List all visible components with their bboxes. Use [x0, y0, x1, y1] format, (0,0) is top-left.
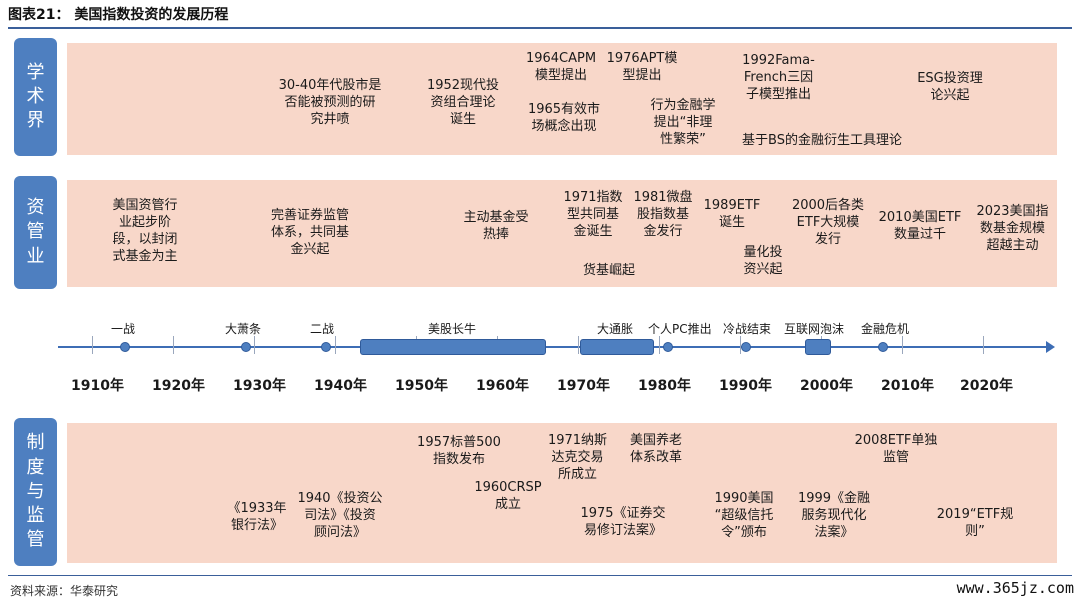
- industry-item: 2000后各类 ETF大规模 发行: [791, 198, 865, 247]
- academic-item: 1952现代投 资组合理论 诞生: [426, 78, 500, 127]
- industry-item: 完善证券监管 体系，共同基 金兴起: [270, 208, 349, 257]
- academic-item: ESG投资理 论兴起: [917, 71, 983, 103]
- industry-item: 量化投 资兴起: [743, 245, 783, 277]
- decade-tick: [578, 336, 579, 354]
- decade-label: 1970年: [557, 378, 610, 394]
- timeline-event-label: 互联网泡沫: [784, 322, 845, 336]
- row-label-industry: 资管业: [14, 176, 57, 289]
- regulation-item: 1940《投资公 司法》《投资 顾问法》: [297, 491, 383, 540]
- event-marker: [878, 342, 888, 352]
- decade-tick: [335, 336, 336, 354]
- academic-item: 30-40年代股市是 否能被预测的研 究井喷: [278, 78, 382, 127]
- industry-item: 美国资管行 业起步阶 段，以封闭 式基金为主: [112, 198, 178, 264]
- timeline-event-label: 个人PC推出: [648, 322, 712, 336]
- industry-item: 1989ETF 诞生: [703, 198, 761, 230]
- regulation-item: 1975《证券交 易修订法案》: [580, 506, 666, 538]
- regulation-item: 美国养老 体系改革: [629, 433, 682, 465]
- timeline-event-label: 大萧条: [225, 322, 262, 336]
- row-label-academic: 学术界: [14, 38, 57, 156]
- regulation-item: 2008ETF单独 监管: [854, 433, 938, 465]
- regulation-item: 2019“ETF规 则”: [936, 507, 1014, 539]
- decade-tick: [659, 336, 660, 354]
- row-label-regulation: 制度与监管: [14, 418, 57, 566]
- academic-item: 基于BS的金融衍生工具理论: [742, 133, 902, 148]
- timeline-arrow-icon: [1046, 341, 1055, 353]
- academic-item: 1992Fama- French三因 子模型推出: [742, 53, 815, 102]
- regulation-item: 《1933年 银行法》: [227, 501, 287, 533]
- timeline-event-label: 一战: [111, 322, 136, 336]
- decade-tick: [902, 336, 903, 354]
- decade-label: 1930年: [233, 378, 286, 394]
- timeline-event-label: 金融危机: [861, 322, 910, 336]
- decade-label: 2020年: [960, 378, 1013, 394]
- decade-tick: [92, 336, 93, 354]
- decade-label: 2010年: [881, 378, 934, 394]
- academic-item: 行为金融学 提出“非理 性繁荣”: [650, 98, 716, 147]
- regulation-item: 1957标普500 指数发布: [417, 435, 501, 467]
- industry-item: 2023美国指 数基金规模 超越主动: [976, 204, 1049, 253]
- band-academic: [67, 43, 1057, 155]
- academic-item: 1976APT模 型提出: [606, 51, 678, 83]
- decade-label: 1940年: [314, 378, 367, 394]
- event-marker: [241, 342, 251, 352]
- timeline-event-label: 美股长牛: [428, 322, 477, 336]
- decade-label: 1950年: [395, 378, 448, 394]
- decade-label: 1910年: [71, 378, 124, 394]
- watermark: www.365jz.com: [956, 579, 1074, 597]
- event-span-bar: [360, 339, 546, 355]
- event-marker: [663, 342, 673, 352]
- industry-item: 主动基金受 热捧: [463, 210, 529, 242]
- event-marker: [741, 342, 751, 352]
- industry-item: 2010美国ETF 数量过千: [878, 210, 962, 242]
- regulation-item: 1960CRSP 成立: [474, 480, 542, 512]
- timeline-event-label: 二战: [310, 322, 335, 336]
- event-span-bar: [580, 339, 654, 355]
- footer-divider: [8, 575, 1072, 576]
- industry-item: 1971指数 型共同基 金诞生: [563, 190, 623, 239]
- timeline-event-label: 大通胀: [597, 322, 634, 336]
- academic-item: 1964CAPM 模型提出: [525, 51, 597, 83]
- source-note: 资料来源：华泰研究: [10, 584, 119, 598]
- regulation-item: 1990美国 “超级信托 令”颁布: [714, 491, 774, 540]
- band-industry: [67, 180, 1057, 287]
- decade-tick: [740, 336, 741, 354]
- decade-label: 1990年: [719, 378, 772, 394]
- decade-label: 2000年: [800, 378, 853, 394]
- decade-label: 1920年: [152, 378, 205, 394]
- event-marker: [120, 342, 130, 352]
- band-regulation: [67, 423, 1057, 563]
- event-marker: [321, 342, 331, 352]
- event-span-bar: [805, 339, 831, 355]
- figure-title: 图表21： 美国指数投资的发展历程: [8, 7, 229, 23]
- timeline-event-label: 冷战结束: [723, 322, 772, 336]
- decade-tick: [983, 336, 984, 354]
- industry-item: 1981微盘 股指数基 金发行: [633, 190, 693, 239]
- regulation-item: 1999《金融 服务现代化 法案》: [797, 491, 871, 540]
- decade-tick: [173, 336, 174, 354]
- timeline-axis: [58, 346, 1048, 348]
- decade-tick: [254, 336, 255, 354]
- decade-label: 1960年: [476, 378, 529, 394]
- industry-item: 货基崛起: [583, 263, 636, 278]
- decade-label: 1980年: [638, 378, 691, 394]
- academic-item: 1965有效市 场概念出现: [527, 102, 601, 134]
- regulation-item: 1971纳斯 达克交易 所成立: [547, 433, 608, 482]
- title-divider: [8, 27, 1072, 29]
